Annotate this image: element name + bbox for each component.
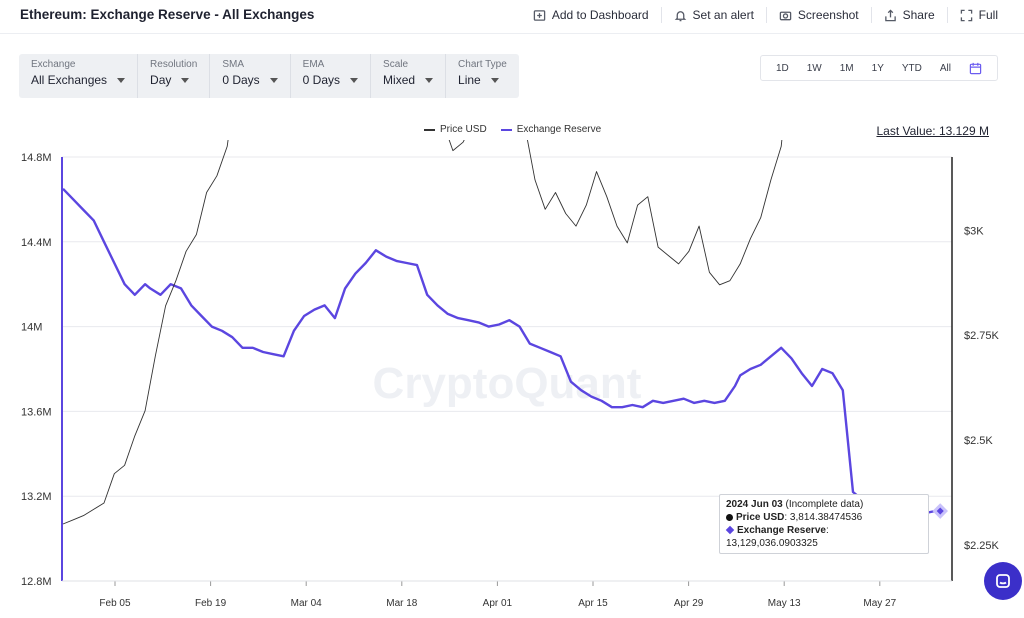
range-1w[interactable]: 1W <box>806 62 822 74</box>
tooltip-reserve-value: 13,129,036.0903325 <box>726 538 818 549</box>
chart-canvas[interactable]: CryptoQuant12.8M13.2M13.6M14M14.4M14.8M$… <box>0 140 1024 618</box>
x-tick-label: May 13 <box>768 598 801 609</box>
resolution-select[interactable]: Resolution Day <box>138 54 211 98</box>
x-tick-label: Apr 15 <box>578 598 608 609</box>
y-tick-label-right: $2.5K <box>964 435 993 447</box>
x-tick-label: Apr 29 <box>674 598 704 609</box>
toolbar-divider <box>870 7 872 23</box>
x-tick-label: Mar 18 <box>386 598 418 609</box>
fullscreen-icon <box>960 9 972 21</box>
series-exchange-reserve-line <box>62 187 941 515</box>
set-alert-button[interactable]: Set an alert <box>662 0 766 30</box>
screenshot-button[interactable]: Screenshot <box>767 0 871 30</box>
scale-select[interactable]: Scale Mixed <box>371 54 447 98</box>
chart-filters: Exchange All Exchanges Resolution Day SM… <box>19 54 519 98</box>
y-tick-label-left: 14.8M <box>21 152 52 164</box>
page-title: Ethereum: Exchange Reserve - All Exchang… <box>20 7 315 22</box>
x-tick-label: May 27 <box>863 598 896 609</box>
range-1y[interactable]: 1Y <box>871 62 884 74</box>
x-tick-label: Apr 01 <box>483 598 513 609</box>
add-to-dashboard-button[interactable]: Add to Dashboard <box>521 0 661 30</box>
toolbar-divider <box>765 7 767 23</box>
camera-icon <box>779 11 792 20</box>
x-tick-label: Feb 05 <box>99 598 131 609</box>
toolbar-divider <box>946 7 948 23</box>
chat-launcher-button[interactable] <box>984 562 1022 600</box>
chevron-down-icon <box>490 77 499 83</box>
exchange-select[interactable]: Exchange All Exchanges <box>19 54 139 98</box>
chart-legend: Price USD Exchange Reserve <box>424 124 601 135</box>
y-tick-label-left: 14.4M <box>21 237 52 249</box>
y-tick-label-right: $2.25K <box>964 540 1000 552</box>
tooltip-price-value: 3,814.38474536 <box>789 512 863 523</box>
y-tick-label-right: $3K <box>964 225 984 237</box>
tooltip-date: 2024 Jun 03 <box>726 499 783 510</box>
y-tick-label-right: $2.75K <box>964 330 1000 342</box>
chart-type-select[interactable]: Chart Type Line <box>458 59 507 87</box>
tooltip-note: (Incomplete data) <box>785 499 864 510</box>
ema-select[interactable]: EMA 0 Days <box>291 54 372 98</box>
toolbar-divider <box>660 7 662 23</box>
fullscreen-button[interactable]: Full <box>948 0 1010 30</box>
x-tick-label: Feb 19 <box>195 598 227 609</box>
date-picker-button[interactable] <box>960 62 991 75</box>
reserve-endpoint-marker <box>932 503 949 519</box>
legend-price[interactable]: Price USD <box>424 124 487 135</box>
range-1d[interactable]: 1D <box>775 62 789 74</box>
chat-icon <box>996 574 1010 588</box>
range-ytd[interactable]: YTD <box>901 62 922 74</box>
sma-select[interactable]: SMA 0 Days <box>210 54 291 98</box>
chevron-down-icon <box>269 77 278 83</box>
legend-reserve[interactable]: Exchange Reserve <box>500 124 601 135</box>
legend-price-swatch <box>424 128 435 131</box>
x-tick-label: Mar 04 <box>291 598 323 609</box>
y-tick-label-left: 13.2M <box>21 491 52 503</box>
chevron-down-icon <box>350 77 359 83</box>
series-price-line <box>62 140 783 525</box>
chevron-down-icon <box>425 77 434 83</box>
header-bar: Ethereum: Exchange Reserve - All Exchang… <box>0 0 1024 34</box>
price-marker-icon <box>726 513 733 521</box>
chevron-down-icon <box>181 77 190 83</box>
share-button[interactable]: Share <box>872 0 947 30</box>
calendar-icon <box>969 62 982 74</box>
chart-tooltip: 2024 Jun 03 (Incomplete data) Price USD:… <box>719 494 929 554</box>
reserve-marker-icon <box>725 526 735 535</box>
range-all[interactable]: All <box>939 62 951 74</box>
y-tick-label-left: 12.8M <box>21 576 52 588</box>
add-dashboard-icon <box>533 9 546 21</box>
range-1m[interactable]: 1M <box>839 62 854 74</box>
share-icon <box>884 8 896 21</box>
chevron-down-icon <box>117 77 126 83</box>
last-value: Last Value: 13.129 M <box>876 124 989 138</box>
y-tick-label-left: 13.6M <box>21 406 52 418</box>
bell-icon <box>674 10 686 21</box>
toolbar: Add to Dashboard Set an alert Screenshot… <box>521 0 1010 30</box>
y-tick-label-left: 14M <box>21 322 42 334</box>
legend-reserve-swatch <box>500 128 512 131</box>
range-selector: 1D 1W 1M 1Y YTD All <box>759 55 998 81</box>
